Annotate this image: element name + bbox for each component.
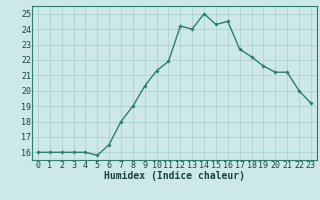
X-axis label: Humidex (Indice chaleur): Humidex (Indice chaleur) bbox=[104, 171, 245, 181]
